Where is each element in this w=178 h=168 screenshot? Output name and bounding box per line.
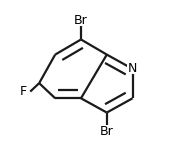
Text: Br: Br bbox=[74, 14, 88, 27]
FancyBboxPatch shape bbox=[69, 15, 93, 26]
Text: N: N bbox=[128, 62, 137, 75]
FancyBboxPatch shape bbox=[94, 126, 119, 137]
Text: F: F bbox=[20, 85, 27, 98]
Text: Br: Br bbox=[100, 125, 114, 138]
FancyBboxPatch shape bbox=[127, 64, 138, 74]
FancyBboxPatch shape bbox=[18, 87, 29, 97]
